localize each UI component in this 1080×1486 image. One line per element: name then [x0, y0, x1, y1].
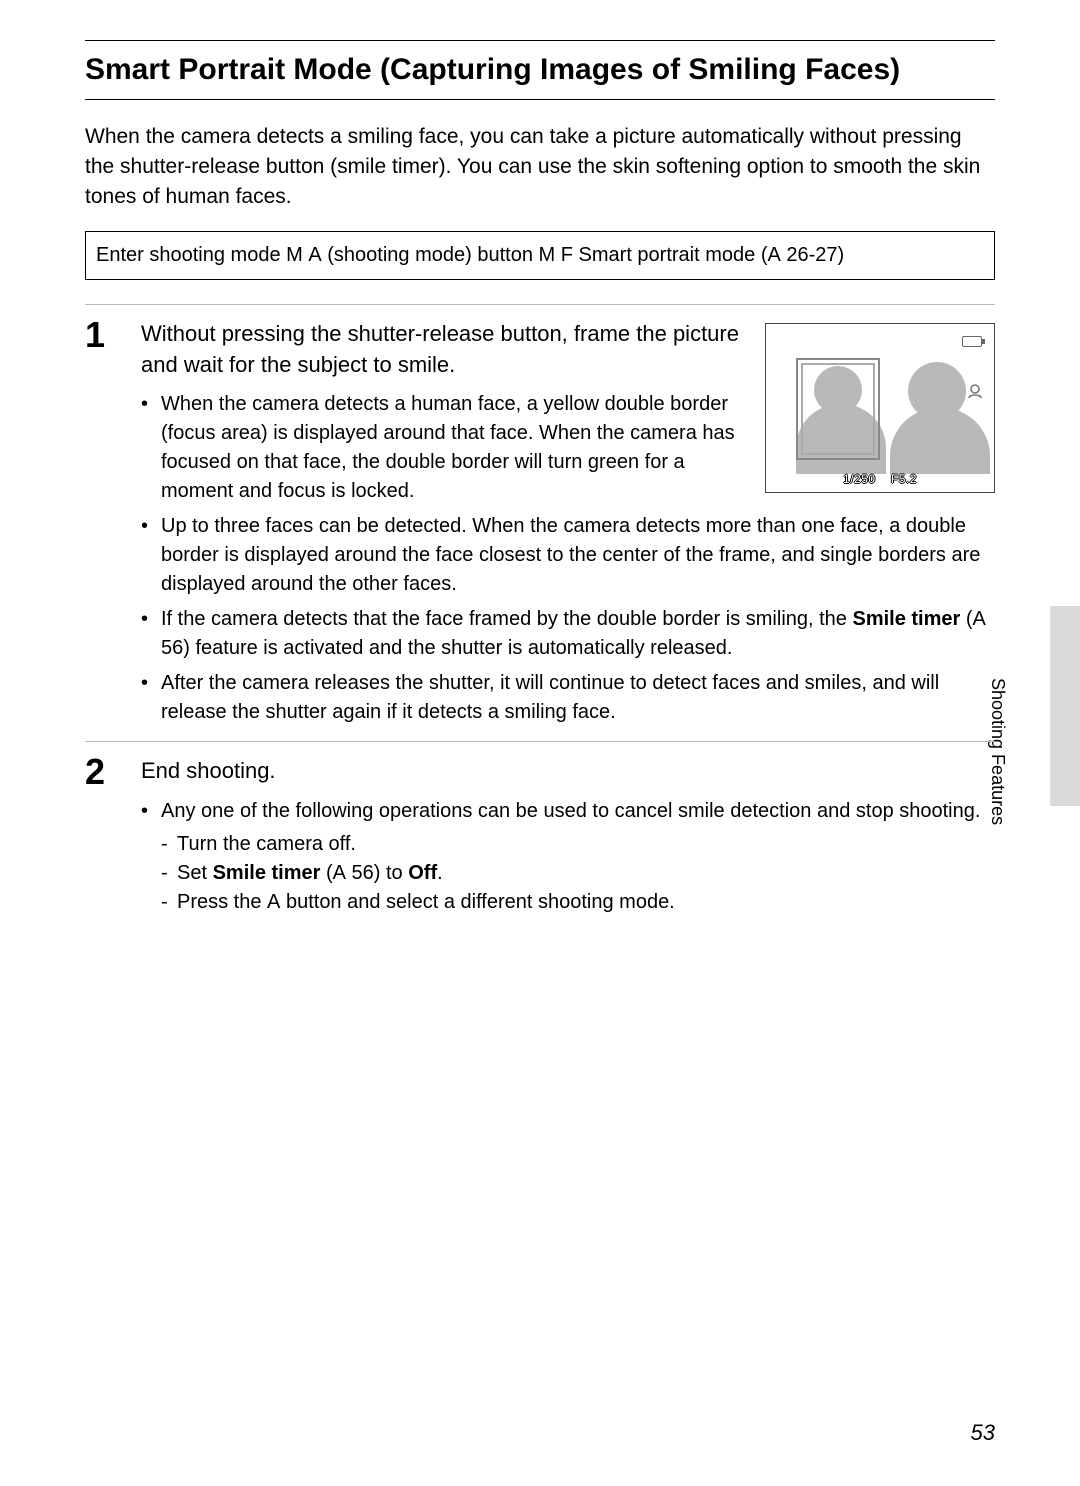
- nav-mode-icon: F: [561, 244, 573, 266]
- lcd-shutter-speed: 1/250: [843, 472, 876, 486]
- bullet: Any one of the following operations can …: [141, 797, 995, 917]
- step-2-sublist: Turn the camera off. Set Smile timer (A …: [161, 830, 995, 917]
- text-bold: Smile timer: [852, 608, 960, 630]
- page-title: Smart Portrait Mode (Capturing Images of…: [85, 51, 995, 89]
- page-number: 53: [971, 1420, 995, 1446]
- text-bold: Smile timer: [213, 862, 321, 884]
- sub-item: Set Smile timer (A 56) to Off.: [161, 859, 995, 888]
- button-icon: A: [267, 891, 280, 913]
- title-rule-top: [85, 40, 995, 41]
- bullet: When the camera detects a human face, a …: [141, 390, 749, 506]
- step-2: 2 End shooting. Any one of the following…: [85, 741, 995, 923]
- bullet: If the camera detects that the face fram…: [141, 605, 995, 663]
- page-ref-icon: A: [767, 244, 780, 266]
- nav-seg: Enter shooting mode: [96, 244, 281, 266]
- battery-icon: [962, 336, 982, 347]
- navigation-path-box: Enter shooting mode M A (shooting mode) …: [85, 231, 995, 280]
- page-ref-number: 56: [352, 862, 374, 884]
- figure-person-2-head: [908, 362, 966, 420]
- figure-person-1-head: [814, 366, 862, 414]
- step-2-title: End shooting.: [141, 756, 995, 787]
- nav-seg: (shooting mode) button: [327, 244, 533, 266]
- nav-arrow-icon: M: [539, 244, 556, 266]
- step-1-bullets-part1: When the camera detects a human face, a …: [141, 390, 749, 506]
- lcd-status-bar: 1/250 F5.2: [766, 472, 994, 486]
- lcd-aperture: F5.2: [891, 472, 917, 486]
- lcd-preview-figure: 1/250 F5.2: [765, 323, 995, 493]
- text: .: [437, 862, 443, 884]
- step-number: 1: [85, 317, 123, 734]
- title-rule-bottom: [85, 99, 995, 100]
- page-ref-number: 56: [161, 637, 183, 659]
- step-1-title: Without pressing the shutter-release but…: [141, 319, 749, 381]
- step-1-bullets-part2: Up to three faces can be detected. When …: [141, 512, 995, 727]
- text: Press the: [177, 891, 267, 913]
- intro-paragraph: When the camera detects a smiling face, …: [85, 122, 995, 213]
- nav-mode-icon: A: [308, 244, 321, 266]
- step-2-bullets: Any one of the following operations can …: [141, 797, 995, 917]
- sub-item: Press the A button and select a differen…: [161, 888, 995, 917]
- text: (: [320, 862, 332, 884]
- text: If the camera detects that the face fram…: [161, 608, 852, 630]
- nav-arrow-icon: M: [286, 244, 303, 266]
- manual-page: Smart Portrait Mode (Capturing Images of…: [0, 0, 1080, 1486]
- smart-portrait-mode-icon: [966, 382, 984, 405]
- sub-item: Turn the camera off.: [161, 830, 995, 859]
- bullet: After the camera releases the shutter, i…: [141, 669, 995, 727]
- nav-seg: 26-27): [786, 244, 844, 266]
- text: Any one of the following operations can …: [161, 800, 980, 822]
- text: ) feature is activated and the shutter i…: [183, 637, 732, 659]
- page-ref-icon: A: [333, 862, 346, 884]
- step-number: 2: [85, 754, 123, 923]
- bullet: Up to three faces can be detected. When …: [141, 512, 995, 599]
- page-ref-icon: A: [973, 608, 986, 630]
- step-1: 1 Without pressing the shutter-release b…: [85, 304, 995, 734]
- text: button and select a different shooting m…: [286, 891, 675, 913]
- text-bold: Off: [408, 862, 437, 884]
- text: Set: [177, 862, 213, 884]
- nav-seg: Smart portrait mode (: [579, 244, 768, 266]
- text: (: [960, 608, 972, 630]
- text: ) to: [374, 862, 408, 884]
